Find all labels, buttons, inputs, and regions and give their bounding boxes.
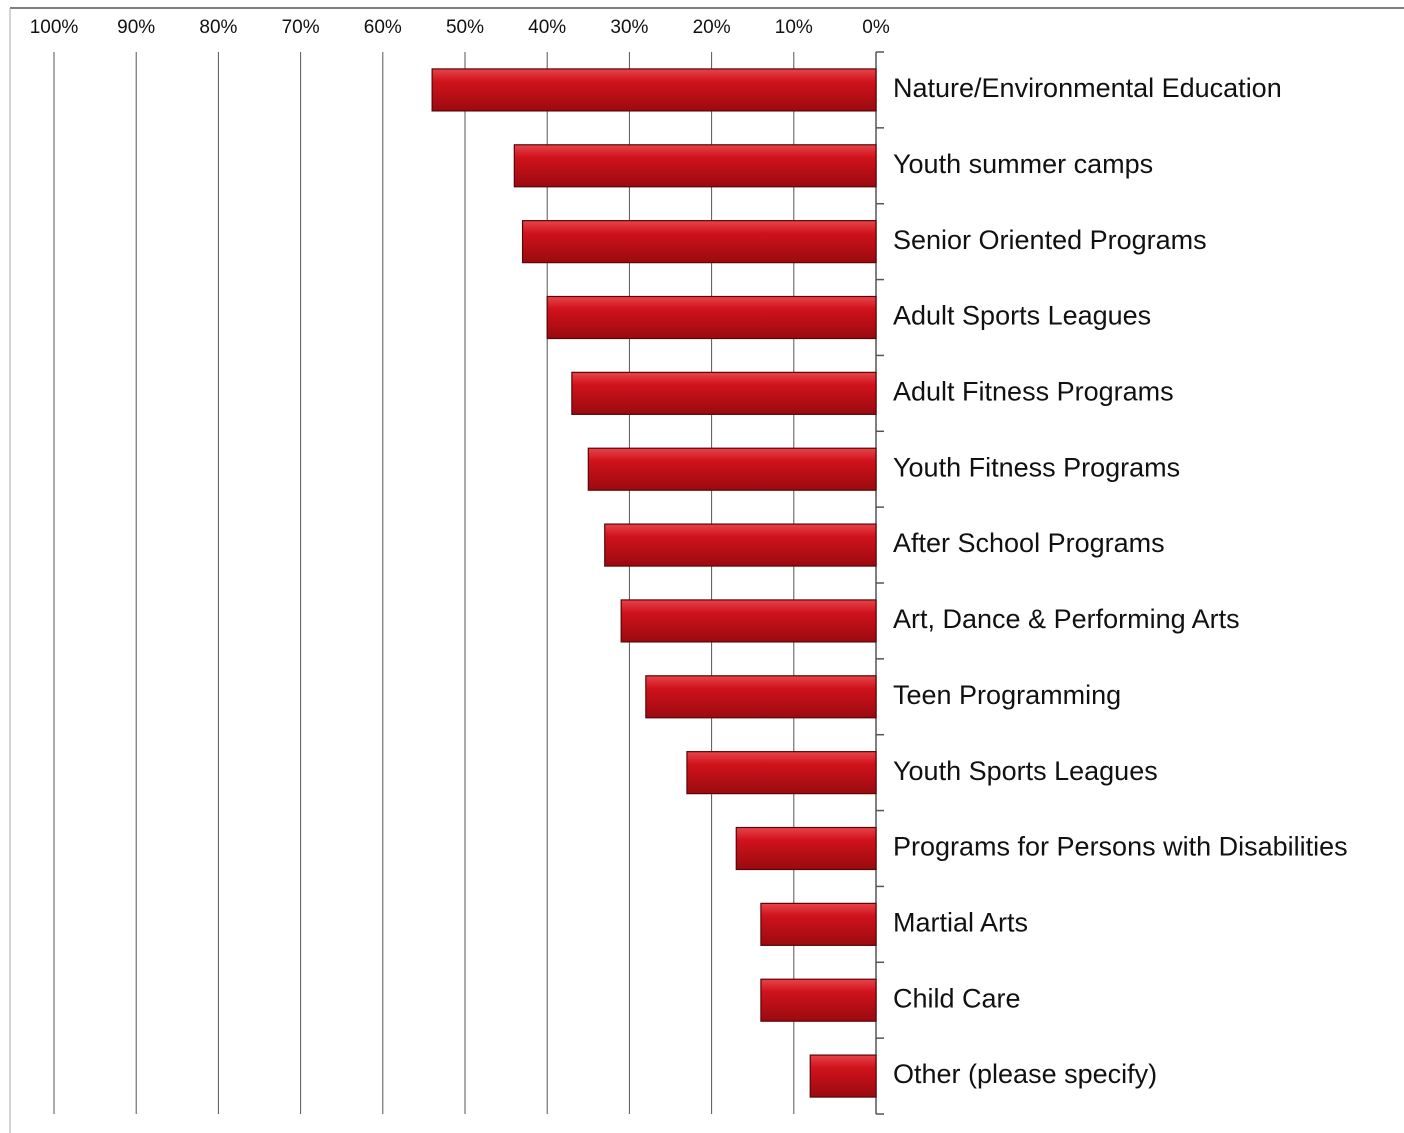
- x-tick-label: 30%: [610, 17, 648, 38]
- bar: [760, 902, 877, 946]
- category-label: Martial Arts: [893, 907, 1028, 937]
- bar: [686, 751, 877, 795]
- category-label: Other (please specify): [893, 1059, 1157, 1089]
- x-tick-label: 60%: [364, 17, 402, 38]
- x-tick-label: 0%: [862, 17, 890, 38]
- bar: [620, 599, 877, 643]
- bar: [809, 1054, 877, 1098]
- bar: [587, 447, 877, 491]
- x-tick-label: 40%: [528, 17, 566, 38]
- bar: [546, 295, 877, 340]
- x-tick-label: 90%: [117, 17, 155, 38]
- bar: [735, 826, 877, 871]
- bar: [521, 220, 877, 264]
- category-label: Art, Dance & Performing Arts: [893, 604, 1240, 634]
- x-tick-label: 100%: [30, 17, 79, 38]
- category-label: Youth Sports Leagues: [893, 756, 1158, 786]
- category-label: Adult Sports Leagues: [893, 301, 1151, 331]
- category-label: Teen Programming: [893, 680, 1121, 710]
- bar: [760, 978, 877, 1022]
- category-label: Youth summer camps: [893, 149, 1153, 179]
- bar: [604, 523, 877, 567]
- bar: [431, 68, 877, 112]
- x-tick-label: 50%: [446, 17, 484, 38]
- category-label: Programs for Persons with Disabilities: [893, 832, 1348, 862]
- category-label: Senior Oriented Programs: [893, 225, 1207, 255]
- category-label: Youth Fitness Programs: [893, 452, 1180, 482]
- x-tick-label: 80%: [199, 17, 237, 38]
- x-tick-label: 70%: [282, 17, 320, 38]
- x-tick-label: 10%: [775, 17, 813, 38]
- bar: [513, 144, 877, 188]
- category-label: Child Care: [893, 983, 1021, 1013]
- bar: [571, 371, 877, 415]
- category-label: After School Programs: [893, 528, 1165, 558]
- category-label: Nature/Environmental Education: [893, 73, 1282, 103]
- bar: [645, 675, 877, 719]
- category-label: Adult Fitness Programs: [893, 376, 1174, 406]
- x-tick-label: 20%: [693, 17, 731, 38]
